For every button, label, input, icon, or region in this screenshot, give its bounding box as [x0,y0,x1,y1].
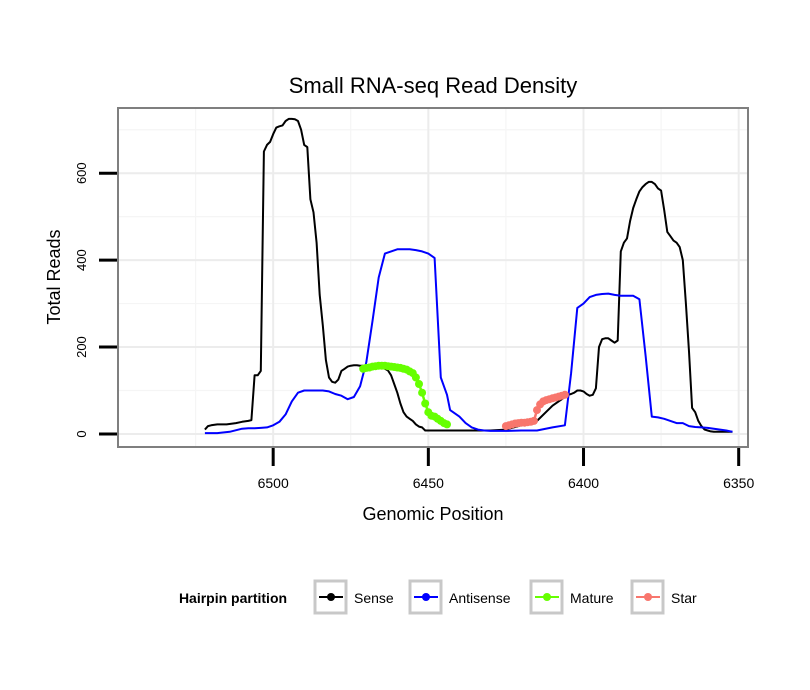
legend-entry-sense: Sense [313,579,394,615]
y-tick-label: 600 [74,162,89,184]
x-tick-label: 6450 [413,475,444,491]
x-axis-label: Genomic Position [362,504,503,524]
data-point-mature [415,380,423,388]
legend-label: Sense [354,590,394,606]
legend-entry-mature: Mature [529,579,614,615]
data-point-mature [443,420,451,429]
legend: Hairpin partition Sense Antisense Mature Sta… [179,579,697,615]
data-point-star [560,390,569,399]
series-line-sense [204,117,733,433]
data-point-mature [411,373,420,382]
legend-key-point [543,593,551,601]
legend-label: Mature [570,590,614,606]
legend-label: Star [671,590,697,606]
y-tick-label: 200 [74,336,89,358]
legend-key-point [644,593,652,601]
panel-border [117,107,749,448]
series-points [359,361,569,431]
plot-panel: 0 200 400 600 6500 6450 6400 6350 [74,107,754,491]
y-axis-label: Total Reads [44,229,64,324]
legend-entry-star: Star [630,579,697,615]
panel-background [118,108,748,447]
x-tick-label: 6350 [723,475,754,491]
series-line-antisense [204,248,733,435]
data-point-mature [418,388,427,397]
y-tick-label: 0 [74,430,89,437]
legend-label: Antisense [449,590,511,606]
legend-entry-antisense: Antisense [408,579,511,615]
data-point-mature [421,399,430,408]
legend-key-point [422,593,430,601]
legend-key-point [327,593,335,601]
x-tick-label: 6500 [258,475,289,491]
y-tick-label: 400 [74,249,89,271]
chart-title: Small RNA-seq Read Density [289,73,578,98]
legend-title: Hairpin partition [179,590,287,606]
data-point-star [529,416,538,425]
x-tick-label: 6400 [568,475,599,491]
grid [118,108,748,447]
